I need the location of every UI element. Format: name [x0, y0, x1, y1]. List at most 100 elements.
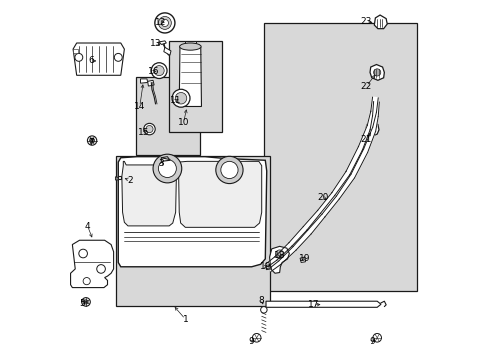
Text: 13: 13	[150, 39, 162, 48]
Polygon shape	[334, 175, 354, 199]
Polygon shape	[179, 46, 201, 107]
Text: 18: 18	[273, 251, 285, 260]
Polygon shape	[73, 43, 124, 75]
Text: 23: 23	[359, 17, 371, 26]
Text: 22: 22	[360, 82, 371, 91]
Text: 11: 11	[169, 96, 181, 105]
Polygon shape	[163, 47, 171, 55]
Circle shape	[252, 333, 261, 342]
Text: 12: 12	[154, 18, 165, 27]
Text: 3: 3	[158, 159, 164, 168]
Text: 9: 9	[368, 337, 374, 346]
Polygon shape	[276, 246, 295, 265]
Circle shape	[372, 333, 381, 342]
Text: 8: 8	[258, 296, 264, 305]
Polygon shape	[118, 157, 266, 267]
Text: 7: 7	[88, 138, 94, 147]
Circle shape	[87, 136, 97, 145]
Circle shape	[154, 66, 164, 76]
Polygon shape	[372, 102, 379, 116]
Polygon shape	[115, 177, 118, 180]
Polygon shape	[122, 161, 176, 226]
Polygon shape	[320, 195, 339, 217]
Circle shape	[368, 126, 375, 132]
Polygon shape	[306, 213, 324, 234]
Polygon shape	[365, 122, 378, 136]
Text: 19: 19	[259, 262, 270, 271]
Circle shape	[81, 298, 90, 306]
Circle shape	[158, 17, 171, 30]
Polygon shape	[140, 79, 147, 83]
Polygon shape	[265, 301, 380, 307]
Circle shape	[175, 93, 186, 104]
Circle shape	[97, 265, 105, 273]
Circle shape	[153, 154, 182, 183]
Circle shape	[143, 123, 155, 135]
Polygon shape	[362, 130, 375, 152]
Text: 19: 19	[298, 254, 310, 263]
Circle shape	[155, 13, 175, 33]
Polygon shape	[265, 265, 270, 270]
Polygon shape	[345, 147, 363, 174]
Polygon shape	[73, 49, 78, 53]
Circle shape	[158, 159, 176, 177]
Polygon shape	[159, 41, 166, 44]
Polygon shape	[349, 150, 367, 178]
Polygon shape	[267, 260, 280, 271]
Polygon shape	[184, 41, 196, 47]
Text: 21: 21	[360, 135, 371, 144]
Polygon shape	[370, 97, 377, 112]
Circle shape	[275, 250, 284, 258]
FancyBboxPatch shape	[169, 41, 222, 132]
Polygon shape	[118, 176, 121, 179]
Circle shape	[215, 156, 243, 184]
Circle shape	[172, 89, 190, 107]
Polygon shape	[291, 230, 310, 250]
Polygon shape	[288, 226, 307, 247]
Text: 6: 6	[88, 57, 94, 66]
Polygon shape	[274, 243, 292, 261]
Polygon shape	[300, 257, 305, 262]
Circle shape	[151, 63, 167, 78]
Text: 2: 2	[127, 176, 132, 185]
Circle shape	[373, 69, 380, 76]
Circle shape	[161, 19, 168, 27]
Circle shape	[79, 249, 87, 258]
Text: 16: 16	[147, 67, 159, 76]
Polygon shape	[147, 80, 154, 86]
Polygon shape	[317, 193, 336, 214]
FancyBboxPatch shape	[263, 23, 416, 291]
Circle shape	[75, 53, 82, 61]
Polygon shape	[331, 171, 350, 196]
Text: 9: 9	[248, 337, 254, 346]
Circle shape	[83, 278, 90, 285]
Text: 17: 17	[307, 300, 319, 309]
FancyBboxPatch shape	[136, 77, 199, 155]
Circle shape	[260, 307, 266, 313]
Text: 15: 15	[138, 128, 149, 137]
Text: 5: 5	[80, 299, 85, 308]
Circle shape	[114, 53, 122, 61]
Polygon shape	[373, 15, 386, 29]
Circle shape	[83, 300, 88, 304]
Text: 1: 1	[182, 315, 188, 324]
Polygon shape	[161, 157, 169, 161]
Polygon shape	[303, 210, 321, 230]
Circle shape	[221, 161, 238, 179]
Circle shape	[145, 126, 153, 133]
Polygon shape	[369, 116, 377, 131]
Text: 4: 4	[85, 222, 90, 231]
FancyBboxPatch shape	[116, 156, 269, 306]
Polygon shape	[178, 161, 261, 227]
Polygon shape	[265, 257, 278, 268]
Polygon shape	[70, 240, 113, 288]
Text: 10: 10	[178, 118, 189, 127]
Circle shape	[89, 138, 94, 143]
Polygon shape	[369, 64, 384, 80]
Polygon shape	[358, 125, 372, 149]
Polygon shape	[269, 246, 289, 273]
Polygon shape	[366, 111, 376, 127]
Text: 14: 14	[134, 102, 145, 111]
Text: 20: 20	[316, 193, 328, 202]
Ellipse shape	[179, 43, 201, 50]
